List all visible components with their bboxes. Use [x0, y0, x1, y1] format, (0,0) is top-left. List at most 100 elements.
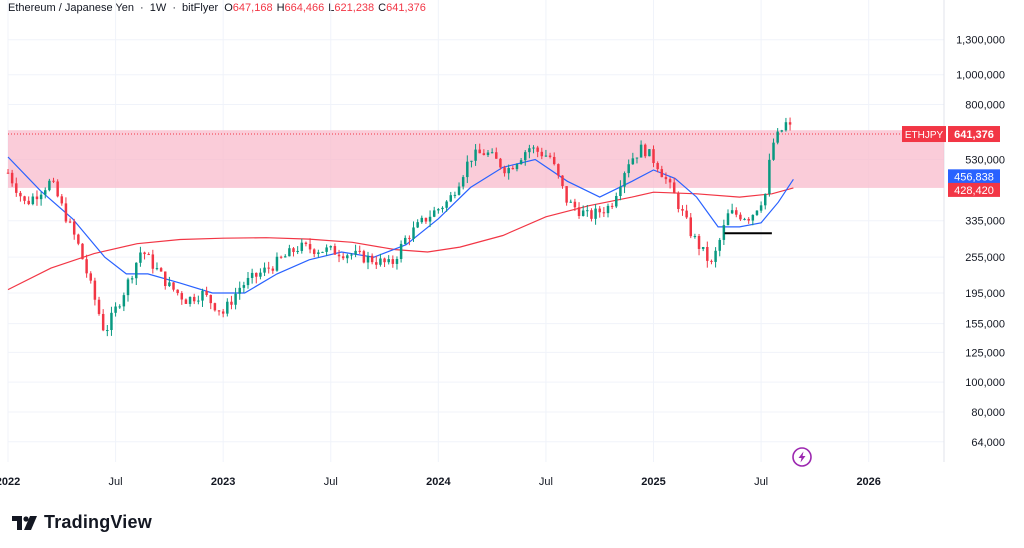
candle-body [284, 256, 287, 258]
candle-body [155, 268, 159, 270]
ticker-name: ETHJPY [905, 130, 944, 141]
y-tick-label: 125,000 [965, 347, 1005, 359]
candle-body [780, 130, 784, 132]
candle-body [635, 157, 639, 159]
y-tick-label: 64,000 [971, 437, 1005, 449]
candle-body [176, 289, 179, 294]
candle-body [428, 216, 432, 222]
ohlc-high: 664,466 [284, 2, 325, 14]
candle-body [110, 312, 113, 331]
candle-body [114, 306, 117, 313]
candle-body [416, 222, 419, 228]
candle-body [217, 310, 221, 312]
candle-body [271, 268, 275, 271]
candle-body [97, 299, 101, 314]
candle-body [164, 271, 167, 287]
candle-body [536, 147, 539, 152]
symbol-pair[interactable]: Ethereum / Japanese Yen [8, 2, 134, 14]
candle-body [648, 149, 651, 157]
lightning-replay-icon[interactable] [792, 447, 812, 467]
candle-body [730, 210, 734, 214]
x-tick-label: 2023 [211, 476, 235, 488]
candle-body [610, 205, 614, 207]
candle-body [722, 225, 726, 240]
candle-body [168, 282, 171, 287]
ma-fast-price-label: 456,838 [948, 169, 1000, 184]
y-tick-label: 100,000 [965, 377, 1005, 389]
candle-body [234, 293, 237, 305]
candle-body [743, 218, 746, 220]
candle-body [296, 250, 299, 253]
candle-body [48, 180, 51, 191]
candle-body [242, 285, 246, 288]
candle-body [213, 303, 217, 311]
candle-body [461, 177, 465, 187]
candle-body [627, 164, 630, 174]
y-tick-label: 335,000 [965, 216, 1005, 228]
candle-body [321, 251, 324, 253]
candle-body [701, 246, 705, 249]
candle-body [660, 169, 664, 178]
ma-price-value: 456,838 [954, 171, 994, 183]
candle-body [180, 293, 184, 300]
ohlc-close-label: C [378, 2, 387, 14]
time-axis[interactable]: 2022 Jul 2023 Jul 2024 Jul 2025 Jul 2026 [0, 476, 881, 488]
candle-body [64, 203, 68, 222]
y-tick-label: 1,300,000 [956, 35, 1005, 47]
candle-body [631, 158, 635, 165]
ma-slow-line [7, 187, 794, 291]
candle-body [420, 217, 424, 223]
tradingview-brand[interactable]: TradingView [12, 512, 152, 533]
candle-body [639, 144, 643, 158]
candle-body [106, 330, 109, 332]
ethjpy-price-label: ETHJPY 641,376 [902, 126, 1000, 143]
candle-body [130, 278, 134, 280]
ohlc-open: 647,168 [232, 2, 273, 14]
candle-body [395, 258, 399, 264]
candle-body [39, 194, 43, 200]
tradingview-tv-icon [12, 515, 37, 530]
candle-body [89, 273, 92, 281]
candle-body [788, 122, 792, 125]
candle-body [263, 267, 266, 273]
candle-body [561, 175, 564, 187]
candle-body [424, 217, 428, 222]
candle-body [317, 252, 320, 254]
candle-body [540, 151, 544, 157]
ticker-tag [902, 126, 946, 143]
candle-body [292, 248, 295, 253]
grid-lines [7, 0, 945, 462]
candle-body [623, 173, 626, 187]
candle-body [511, 168, 515, 170]
candle-body [768, 159, 771, 194]
candle-body [246, 277, 250, 286]
candle-body [209, 295, 212, 304]
price-value: 641,376 [954, 129, 994, 141]
candle-body [383, 258, 386, 263]
candle-body [250, 272, 254, 278]
candle-body [524, 152, 527, 161]
candle-body [598, 208, 601, 213]
ohlc-low-label: L [328, 2, 335, 14]
ohlc-high-label: H [276, 2, 285, 14]
symbol-interval[interactable]: 1W [149, 2, 167, 14]
candle-body [288, 248, 291, 257]
price-axis[interactable]: 1,300,000 1,000,000 800,000 530,000 335,000 2… [956, 35, 1005, 449]
candle-body [197, 300, 200, 302]
candle-body [259, 272, 262, 277]
candle-body [548, 155, 552, 157]
candle-body [544, 155, 548, 157]
candle-body [325, 247, 328, 252]
candle-body [275, 256, 279, 271]
candle-body [205, 290, 208, 296]
candle-body [350, 254, 353, 256]
ma-price-tag [948, 182, 1000, 197]
candle-body [697, 236, 701, 249]
candle-body [552, 156, 556, 165]
candle-body [453, 194, 457, 196]
candle-body [503, 167, 506, 174]
price-chart[interactable]: 1,300,000 1,000,000 800,000 530,000 335,000 2… [0, 0, 1024, 500]
ma-price-value: 428,420 [954, 185, 994, 197]
candle-body [445, 201, 448, 208]
